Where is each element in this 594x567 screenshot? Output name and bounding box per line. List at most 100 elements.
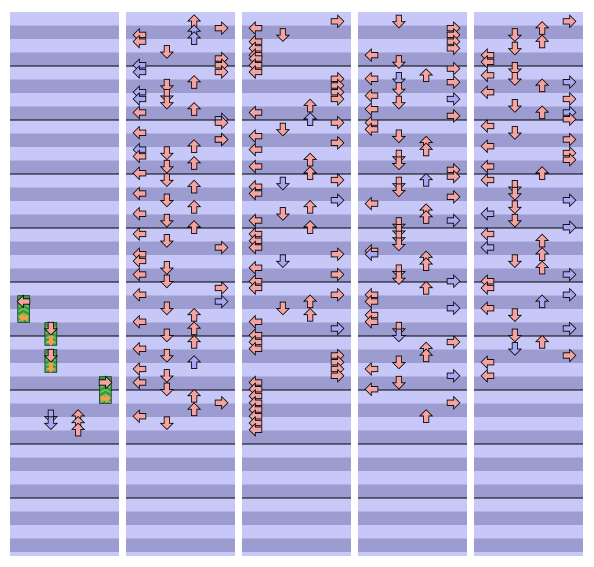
beat-stripe	[358, 147, 467, 161]
right-arrow-icon	[330, 135, 345, 151]
beat-stripe	[358, 93, 467, 107]
beat-stripe	[10, 498, 119, 512]
right-arrow-icon	[214, 294, 229, 309]
right-arrow-icon	[214, 240, 229, 255]
freeze-tail-arrow	[100, 393, 111, 404]
beat-stripe	[358, 525, 467, 539]
down-arrow-icon	[507, 28, 523, 42]
beat-stripe	[474, 322, 583, 336]
left-arrow-icon	[132, 166, 147, 181]
left-arrow-icon	[132, 314, 147, 329]
beat-stripe	[242, 201, 351, 215]
beat-stripe	[474, 241, 583, 255]
left-arrow-icon	[132, 34, 147, 49]
left-arrow-icon	[248, 186, 263, 201]
beat-stripe	[358, 39, 467, 53]
beat-stripe	[242, 133, 351, 147]
beat-stripe	[126, 295, 235, 309]
down-arrow-icon	[391, 264, 407, 279]
beat-stripe	[126, 498, 235, 512]
beat-stripe	[358, 25, 467, 39]
beat-stripe	[474, 187, 583, 201]
beat-stripe	[358, 201, 467, 215]
beat-stripe	[126, 390, 235, 404]
up-arrow-icon	[418, 257, 434, 271]
left-arrow-icon	[248, 20, 263, 36]
left-arrow-icon	[132, 125, 147, 140]
beat-stripe	[358, 295, 467, 309]
left-arrow-icon	[248, 314, 263, 329]
beat-stripe	[10, 322, 119, 336]
beat-stripe	[358, 363, 467, 377]
down-arrow-icon	[391, 149, 407, 164]
beat-stripe	[126, 525, 235, 539]
freeze-tail-arrow	[45, 335, 56, 346]
right-arrow-icon	[446, 108, 461, 124]
freeze-arrows	[16, 294, 113, 404]
beat-stripe	[358, 417, 467, 431]
down-arrow-icon	[507, 342, 523, 356]
down-arrow-icon	[391, 55, 407, 69]
down-arrow-icon	[159, 159, 175, 174]
beat-stripe	[126, 25, 235, 39]
beat-stripe	[242, 93, 351, 107]
right-arrow-icon	[562, 132, 577, 147]
down-arrow-icon	[391, 72, 407, 86]
beat-stripe	[242, 106, 351, 120]
up-arrow-icon	[186, 156, 202, 170]
beat-stripe	[126, 241, 235, 255]
beat-stripe	[358, 52, 467, 66]
beat-stripe	[358, 174, 467, 188]
beat-stripe	[474, 309, 583, 323]
beat-stripe	[242, 444, 351, 458]
beat-stripe	[358, 241, 467, 255]
beat-stripe	[10, 255, 119, 269]
left-arrow-icon	[132, 287, 147, 302]
beat-stripe	[474, 174, 583, 188]
down-arrow-icon	[391, 321, 407, 336]
left-arrow-icon	[480, 118, 495, 134]
right-arrow-icon	[562, 112, 577, 127]
beat-stripe	[126, 430, 235, 444]
beat-stripe	[474, 228, 583, 242]
left-arrow-icon	[480, 85, 495, 100]
beat-stripe	[10, 228, 119, 242]
beat-stripe	[126, 552, 235, 556]
down-arrow-icon	[159, 416, 175, 431]
beat-stripe	[10, 79, 119, 93]
beat-stripe	[474, 282, 583, 296]
down-arrow-icon	[391, 375, 407, 390]
left-arrow-icon	[364, 71, 379, 86]
beat-stripe	[474, 160, 583, 174]
right-arrow-icon	[562, 267, 577, 282]
beat-stripe	[10, 295, 119, 309]
down-arrow-icon	[391, 95, 407, 110]
beat-stripe	[242, 525, 351, 539]
beat-stripe	[358, 444, 467, 458]
right-arrow-icon	[562, 91, 577, 107]
beat-stripe	[358, 12, 467, 26]
down-arrow-icon	[159, 213, 175, 228]
beat-stripe	[242, 403, 351, 417]
right-arrow-icon	[330, 14, 345, 29]
beat-stripe	[474, 511, 583, 525]
left-arrow-icon	[132, 149, 147, 164]
up-arrow-icon	[302, 98, 318, 113]
beat-stripe	[358, 228, 467, 242]
beat-stripe	[358, 187, 467, 201]
down-arrow-icon	[275, 301, 291, 316]
beat-stripe	[474, 457, 583, 471]
beat-stripe	[242, 363, 351, 377]
beat-stripe	[126, 160, 235, 174]
right-arrow-icon	[562, 14, 577, 29]
freeze-head-arrow	[98, 375, 113, 390]
beat-stripe	[126, 457, 235, 471]
freeze-head-arrow	[43, 321, 59, 336]
beat-stripe	[126, 133, 235, 147]
down-arrow-icon	[507, 126, 523, 140]
up-arrow-icon	[418, 409, 434, 423]
beat-stripe	[242, 295, 351, 309]
up-arrow-icon	[302, 112, 318, 126]
beat-stripe	[242, 25, 351, 39]
beat-stripe	[10, 214, 119, 228]
